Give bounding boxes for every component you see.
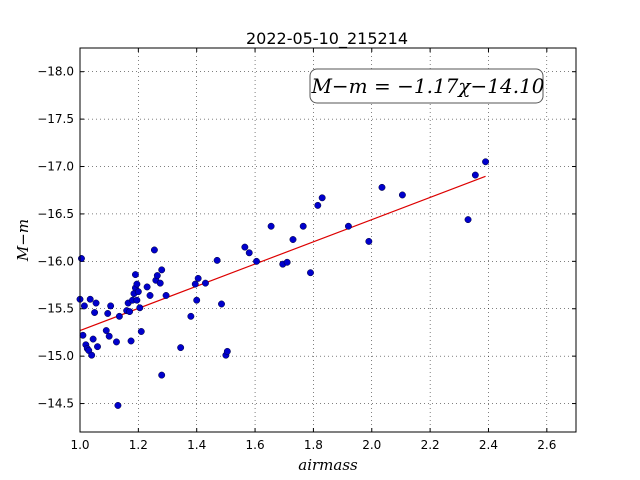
data-point [378,183,386,191]
data-point [104,310,112,317]
data-point [162,292,170,299]
data-point [318,194,326,202]
x-tick-label: 1.6 [246,438,265,452]
x-tick-label: 2.2 [421,438,440,452]
data-point [289,236,297,243]
data-point [177,344,185,352]
data-point [283,258,291,266]
data-point [344,222,352,230]
data-point [107,302,115,310]
data-point [482,158,490,166]
x-tick-label: 2.4 [479,438,498,452]
data-point [94,343,101,351]
data-point [114,402,122,409]
data-point [307,269,314,277]
data-point [253,257,260,265]
y-tick-label: −16.0 [37,254,74,268]
data-point [115,312,123,320]
y-axis: −14.5 −15.0 −15.5 −16.0 −16.5 −17.0 −17.5 −18.0 [37,65,576,411]
data-point [299,222,307,230]
data-point [213,256,221,264]
data-point [91,309,99,316]
x-tick-label: 1.8 [304,438,323,452]
data-point [241,243,249,251]
data-point [223,347,231,355]
data-point [187,312,195,320]
data-point [137,328,145,335]
data-point [158,371,166,379]
data-point [79,331,87,339]
y-tick-label: −15.5 [37,302,74,316]
y-tick-label: −15.0 [37,349,74,363]
data-point [146,292,154,299]
data-point [194,274,202,282]
y-tick-label: −17.0 [37,160,74,174]
data-point [150,246,158,254]
data-point [314,201,322,209]
x-tick-label: 1.0 [70,438,89,452]
data-point [133,296,141,304]
data-point [126,308,134,316]
x-tick-label: 2.6 [537,438,556,452]
data-point [193,296,201,304]
data-point [127,337,135,345]
y-tick-label: −14.5 [37,397,74,411]
chart-title: 2022-05-10_215214 [246,29,408,49]
data-point [398,191,406,199]
data-point [245,249,253,257]
fit-line [79,175,486,332]
data-point [191,280,199,288]
data-point [156,279,164,287]
data-point [471,171,479,179]
plot-frame [79,47,577,433]
data-point [267,222,275,230]
data-point [113,338,120,346]
data-point [153,272,161,280]
fit-equation-box: M−m = −1.17χ−14.10 [309,68,545,104]
data-point [133,280,141,288]
data-point [89,335,97,343]
x-tick-label: 1.2 [129,438,148,452]
fit-line-group [79,175,486,332]
data-point [86,295,94,303]
data-point [218,300,225,308]
data-point [202,279,209,287]
data-point [88,351,96,359]
data-point [134,288,142,296]
data-point [92,299,100,307]
data-point [464,216,472,224]
y-tick-label: −17.5 [37,112,74,126]
y-axis-label: M−m [14,219,32,262]
data-points [76,158,490,409]
data-point [78,255,85,262]
data-point [105,332,113,340]
data-point [365,237,373,245]
annotation-box [309,68,544,104]
data-point [102,327,110,334]
data-point [158,266,166,274]
data-point [80,302,88,310]
x-tick-label: 1.4 [187,438,206,452]
x-axis-label: airmass [298,456,358,474]
data-point [136,304,144,312]
x-tick-label: 2.0 [362,438,381,452]
y-tick-label: −18.0 [37,65,74,79]
data-point [143,283,151,291]
y-tick-label: −16.5 [37,207,74,221]
grid [79,48,576,432]
annotation-text: M−m = −1.17χ−14.10 [310,74,544,98]
data-point [131,271,139,279]
